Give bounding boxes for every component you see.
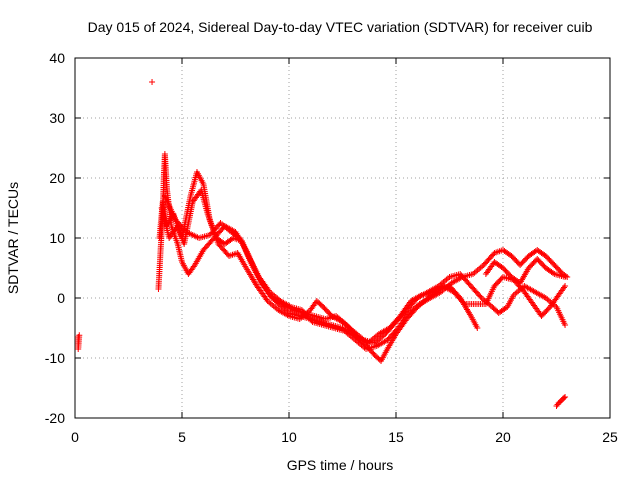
- data-point: [460, 299, 467, 306]
- series-trace-e: [482, 256, 569, 286]
- data-point: [149, 79, 156, 85]
- y-tick-label: 20: [49, 170, 65, 186]
- y-tick-label: 10: [49, 230, 65, 246]
- x-tick-label: 10: [281, 429, 297, 445]
- data-point: [562, 274, 569, 280]
- ticks: 0 5 10 15 20 25 -20 -10 0 10 20 30 40: [45, 50, 618, 445]
- y-tick-label: 0: [57, 290, 65, 306]
- x-tick-label: 5: [178, 429, 186, 445]
- x-axis-label: GPS time / hours: [287, 457, 394, 473]
- data-point: [477, 293, 484, 300]
- data-point: [549, 270, 556, 276]
- x-tick-label: 20: [495, 429, 511, 445]
- data-point: [562, 394, 569, 400]
- data-point: [562, 283, 569, 289]
- y-tick-label: -10: [45, 350, 65, 366]
- data-point: [560, 394, 567, 401]
- series-isolated-peak: [149, 79, 156, 85]
- data-point: [562, 322, 569, 328]
- series-isolated-early: [75, 332, 83, 352]
- x-tick-label: 0: [71, 429, 79, 445]
- chart-title: Day 015 of 2024, Sidereal Day-to-day VTE…: [88, 19, 593, 35]
- x-tick-label: 25: [602, 429, 618, 445]
- y-tick-label: 40: [49, 50, 65, 66]
- series-trace-d: [161, 193, 571, 352]
- data-point: [76, 332, 83, 339]
- y-axis-label: SDTVAR / TECUs: [5, 182, 21, 294]
- x-tick-label: 15: [388, 429, 404, 445]
- y-tick-label: 30: [49, 110, 65, 126]
- series-isolated-late: [553, 394, 569, 409]
- data-marks: [75, 79, 571, 409]
- y-tick-label: -20: [45, 410, 65, 426]
- data-point: [474, 325, 481, 331]
